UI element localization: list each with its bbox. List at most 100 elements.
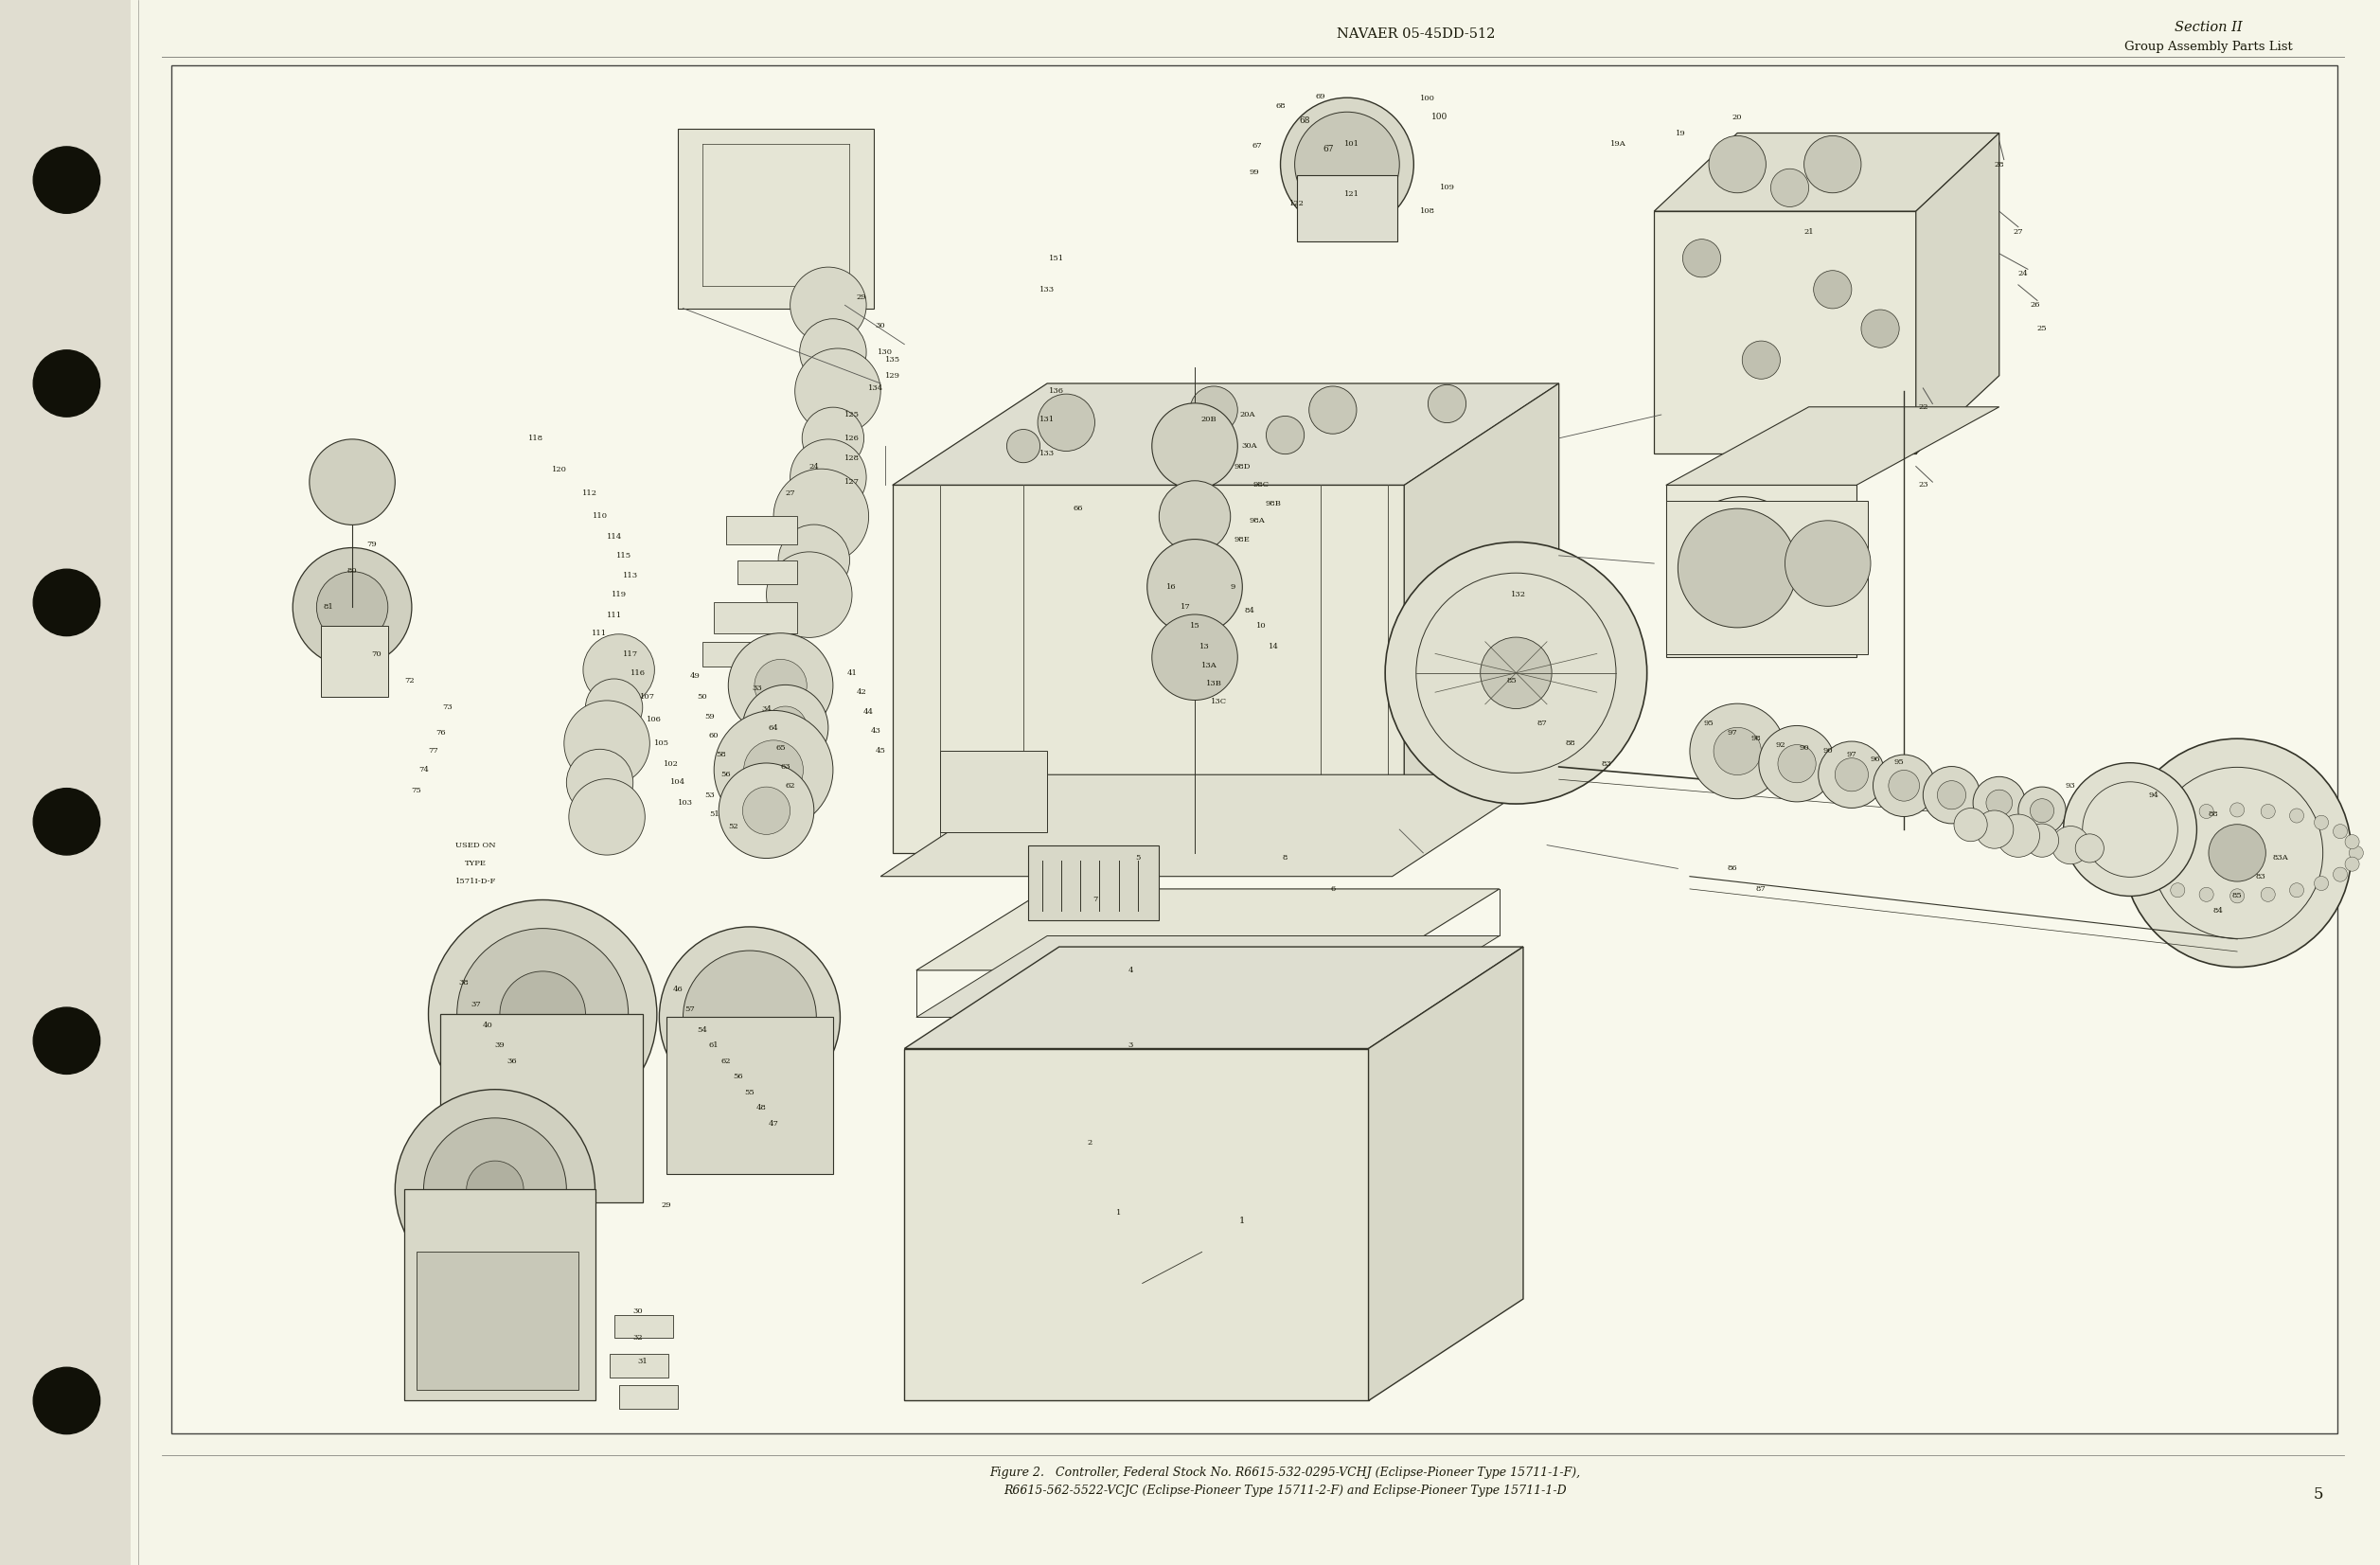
Text: 75: 75 xyxy=(412,787,421,793)
Text: 10: 10 xyxy=(1257,623,1266,629)
Text: 83A: 83A xyxy=(2273,854,2287,861)
Circle shape xyxy=(2209,825,2266,881)
Text: 30: 30 xyxy=(633,1308,643,1315)
Text: 27: 27 xyxy=(2013,228,2023,235)
Circle shape xyxy=(2075,834,2104,862)
Circle shape xyxy=(2128,867,2142,881)
Text: Group Assembly Parts List: Group Assembly Parts List xyxy=(2125,41,2292,53)
Circle shape xyxy=(2199,804,2213,818)
Text: 62: 62 xyxy=(721,1058,731,1064)
Circle shape xyxy=(424,1117,566,1261)
Circle shape xyxy=(317,571,388,643)
Circle shape xyxy=(1778,745,1816,782)
Text: 94: 94 xyxy=(2149,792,2159,798)
Circle shape xyxy=(33,351,100,416)
Text: 56: 56 xyxy=(721,772,731,778)
Text: 61: 61 xyxy=(709,1042,719,1049)
Circle shape xyxy=(33,789,100,854)
Text: 80: 80 xyxy=(347,568,357,574)
Text: 103: 103 xyxy=(678,800,693,806)
Circle shape xyxy=(1985,790,2013,815)
Circle shape xyxy=(764,706,807,750)
Text: 58: 58 xyxy=(716,751,726,757)
Text: 40: 40 xyxy=(483,1022,493,1028)
Text: 86: 86 xyxy=(1728,865,1737,872)
Text: 15: 15 xyxy=(1190,623,1200,629)
Circle shape xyxy=(1890,770,1921,801)
Text: 45: 45 xyxy=(876,748,885,754)
Circle shape xyxy=(1937,781,1966,809)
Bar xyxy=(171,66,2337,1434)
Text: 97: 97 xyxy=(1847,751,1856,757)
Text: 98A: 98A xyxy=(1250,518,1264,524)
Text: 98E: 98E xyxy=(1235,537,1250,543)
Text: 116: 116 xyxy=(631,670,645,676)
Circle shape xyxy=(1785,521,1871,606)
Text: 28: 28 xyxy=(1994,161,2004,167)
Circle shape xyxy=(1709,136,1766,192)
Circle shape xyxy=(564,701,650,786)
Bar xyxy=(702,642,769,667)
Circle shape xyxy=(1159,480,1230,552)
Bar xyxy=(614,1315,674,1338)
Text: 9: 9 xyxy=(1230,584,1235,590)
Text: Section II: Section II xyxy=(2175,22,2242,34)
Text: 125: 125 xyxy=(845,412,859,418)
Circle shape xyxy=(466,1161,524,1218)
Circle shape xyxy=(2344,834,2359,848)
Text: 108: 108 xyxy=(1421,208,1435,214)
Text: 46: 46 xyxy=(674,986,683,992)
Text: 49: 49 xyxy=(690,673,700,679)
Text: 151: 151 xyxy=(1050,255,1064,261)
Text: 68: 68 xyxy=(1276,103,1285,110)
Circle shape xyxy=(566,750,633,815)
Circle shape xyxy=(728,634,833,737)
Text: 57: 57 xyxy=(685,1006,695,1013)
Circle shape xyxy=(743,740,804,800)
Circle shape xyxy=(583,634,654,706)
Text: 38: 38 xyxy=(459,980,469,986)
Text: 56: 56 xyxy=(733,1074,743,1080)
Bar xyxy=(609,1354,669,1377)
Bar xyxy=(738,560,797,584)
Polygon shape xyxy=(916,889,1499,970)
Polygon shape xyxy=(1666,485,1856,657)
Polygon shape xyxy=(892,485,1404,853)
Text: 4: 4 xyxy=(1128,967,1133,973)
Circle shape xyxy=(2344,858,2359,872)
Text: 67: 67 xyxy=(1252,142,1261,149)
Circle shape xyxy=(1147,540,1242,634)
Text: 98D: 98D xyxy=(1235,463,1250,470)
Text: 99: 99 xyxy=(1250,169,1259,175)
Circle shape xyxy=(2313,876,2328,890)
Circle shape xyxy=(766,552,852,637)
Text: TYPE: TYPE xyxy=(464,861,488,867)
Text: 97: 97 xyxy=(1728,729,1737,736)
Text: 23: 23 xyxy=(1918,482,1928,488)
Circle shape xyxy=(1480,637,1552,709)
Text: R6615-562-5522-VCJC (Eclipse-Pioneer Type 15711-2-F) and Eclipse-Pioneer Type 15: R6615-562-5522-VCJC (Eclipse-Pioneer Typ… xyxy=(1004,1484,1566,1496)
Text: 20B: 20B xyxy=(1202,416,1216,423)
Text: 121: 121 xyxy=(1345,191,1359,197)
Text: 65: 65 xyxy=(776,745,785,751)
Text: 83: 83 xyxy=(2256,873,2266,880)
Circle shape xyxy=(754,659,807,712)
Circle shape xyxy=(743,685,828,770)
Text: 37: 37 xyxy=(471,1002,481,1008)
Text: 92: 92 xyxy=(1775,742,1785,748)
Bar xyxy=(321,626,388,696)
Text: 81: 81 xyxy=(324,604,333,610)
Text: 1571I-D-F: 1571I-D-F xyxy=(455,878,497,884)
Circle shape xyxy=(33,1008,100,1074)
Text: 133: 133 xyxy=(1040,451,1054,457)
Text: 19A: 19A xyxy=(1611,141,1626,147)
Circle shape xyxy=(1309,387,1357,434)
Text: 47: 47 xyxy=(769,1121,778,1127)
Circle shape xyxy=(2199,887,2213,901)
Circle shape xyxy=(2128,825,2142,839)
Circle shape xyxy=(1690,704,1785,798)
Text: 55: 55 xyxy=(745,1089,754,1096)
Circle shape xyxy=(585,679,643,736)
Polygon shape xyxy=(881,775,1547,876)
Circle shape xyxy=(2290,883,2304,897)
